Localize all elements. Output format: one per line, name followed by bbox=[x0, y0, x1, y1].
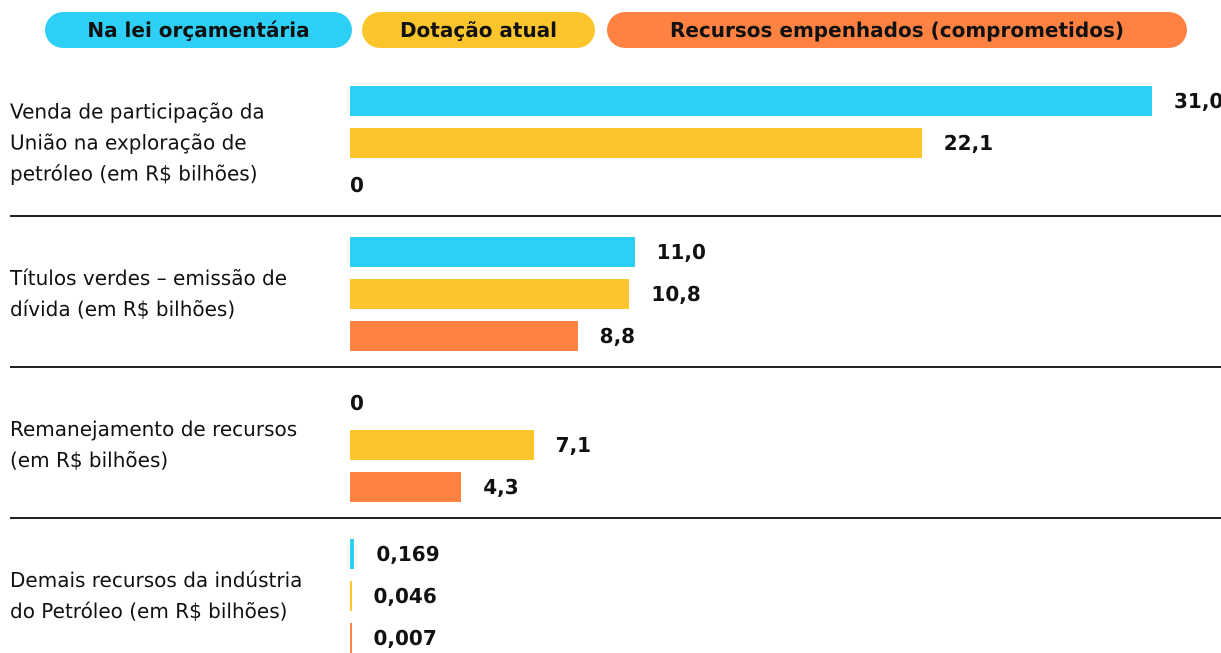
bar bbox=[350, 539, 355, 569]
value-label: 0 bbox=[350, 391, 364, 415]
separator bbox=[10, 517, 1221, 519]
value-label: 31,0 bbox=[1174, 89, 1221, 113]
value-label: 8,8 bbox=[599, 324, 636, 348]
category-label: Demais recursos da indústria do Petróleo… bbox=[10, 568, 303, 623]
value-label: 10,8 bbox=[651, 282, 701, 306]
value-label: 11,0 bbox=[656, 240, 706, 264]
category-label: Remanejamento de recursos (em R$ bilhões… bbox=[10, 417, 298, 472]
value-label: 7,1 bbox=[555, 433, 592, 457]
value-label: 0,007 bbox=[373, 626, 437, 650]
value-label: 0 bbox=[350, 173, 364, 197]
bar bbox=[350, 86, 1152, 116]
value-label: 0,169 bbox=[376, 542, 440, 566]
value-label: 22,1 bbox=[943, 131, 994, 155]
separator bbox=[10, 366, 1221, 368]
legend-item: Dotação atual bbox=[362, 12, 595, 48]
category-label: Venda de participação da União na explor… bbox=[10, 99, 265, 186]
separator bbox=[10, 215, 1221, 217]
bar bbox=[350, 279, 630, 309]
bar bbox=[350, 237, 635, 267]
bar bbox=[350, 581, 352, 611]
legend-item: Na lei orçamentária bbox=[45, 12, 352, 48]
bar bbox=[350, 472, 462, 502]
value-label: 4,3 bbox=[483, 475, 519, 499]
bar bbox=[350, 623, 352, 653]
category-label: Títulos verdes – emissão de dívida (em R… bbox=[10, 266, 288, 321]
bar bbox=[350, 128, 922, 158]
bar bbox=[350, 430, 534, 460]
legend-item: Recursos empenhados (comprometidos) bbox=[607, 12, 1187, 48]
bar bbox=[350, 321, 578, 351]
value-label: 0,046 bbox=[373, 584, 437, 608]
